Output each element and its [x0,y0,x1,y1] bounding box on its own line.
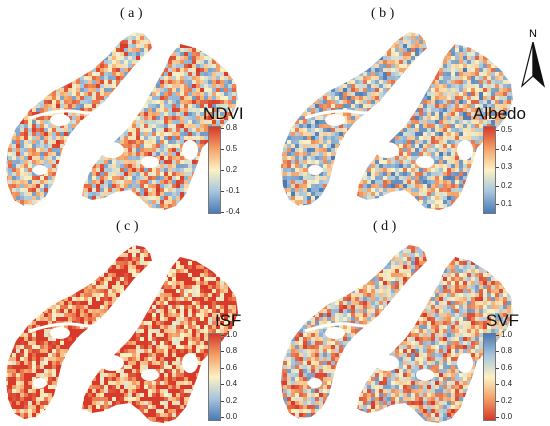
map-svf [281,245,513,423]
legend-tick-label: 0.5 [501,125,513,134]
lake-shape [141,156,159,168]
legend-tick-label: 0.0 [226,412,238,421]
legend-tick-label: 0.8 [226,123,238,132]
legend-tick-label: 0.6 [501,362,513,372]
legend-tick-label: 1.0 [226,330,238,339]
lake-shape [416,156,434,168]
lake-shape [375,355,399,371]
north-arrow-icon [520,42,546,88]
river-line [304,102,396,120]
legend-tick-label: -0.4 [226,207,240,216]
river-line [29,102,121,120]
legend-title-svf: SVF [486,311,520,330]
legend-tick-mark [496,167,499,168]
lake-shape [325,327,345,339]
river-line [304,315,396,333]
lake-shape [100,142,124,158]
legend-colorbar-isf [208,333,221,421]
legend-tick-mark [496,335,499,336]
panel-d: ( d ) SVF 1.0 0.8 0.6 0.4 0.2 0.0 [275,213,550,426]
panel-label-b: ( b ) [371,6,395,21]
legend-title-albedo: Albedo [473,104,526,123]
legend-tick-label: 0.2 [501,180,513,190]
legend-tick-label: 0.8 [226,346,238,356]
legend-tick-label: 0.0 [501,412,513,421]
legend-tick-mark [221,367,224,369]
lake-shape [375,142,399,158]
lake-shape [33,165,47,175]
north-arrow: N [520,28,546,88]
legend-tick-mark [221,212,224,213]
lake-shape [308,378,322,388]
panel-b: ( b ) Albedo 0.5 0.4 0.3 0.2 0.1 [275,0,550,214]
map-albedo [281,32,513,210]
legend-tick-mark [496,417,499,418]
legend-tick-label: 1.0 [501,330,513,339]
legend-tick-mark [496,148,499,150]
north-label: N [529,28,537,40]
panel-a: ( a ) NDVI 0.8 0.5 0.2 -0.1 -0.4 [0,0,275,216]
lake-shape [308,165,322,175]
legend-colorbar-ndvi [208,126,221,214]
legend-colorbar-albedo [483,126,496,214]
lake-shape [325,114,345,126]
legend-tick-label: 0.8 [501,346,513,356]
legend-tick-mark [496,130,499,131]
legend-tick-label: 0.3 [501,162,513,171]
legend-tick-label: 0.1 [501,199,513,208]
legend-tick-mark [221,191,224,192]
legend-tick-label: 0.4 [226,379,238,389]
map-ndvi [6,32,238,210]
legend-tick-mark [496,185,499,187]
lake-shape [457,353,473,373]
legend-tick-mark [496,204,499,205]
lake-shape [141,369,159,381]
legend-tick-label: 0.2 [226,395,238,405]
legend-tick-label: 0.4 [501,143,513,153]
legend-tick-mark [221,170,224,171]
lake-shape [182,140,198,160]
legend-tick-label: 0.6 [226,362,238,372]
legend-tick-mark [496,400,499,402]
legend-title-ndvi: NDVI [203,104,244,123]
lake-shape [100,355,124,371]
legend-tick-mark [221,335,224,336]
legend-tick-label: 0.5 [226,144,238,153]
lake-shape [182,353,198,373]
panel-label-d: ( d ) [373,219,397,234]
lake-shape [416,369,434,381]
legend-colorbar-svf [483,333,496,421]
legend-tick-mark [221,417,224,418]
legend-tick-mark [221,128,224,129]
panel-label-a: ( a ) [120,6,143,21]
legend-tick-mark [221,400,224,402]
legend-tick-mark [221,351,224,353]
legend-tick-mark [496,384,499,386]
lake-shape [50,114,70,126]
lake-shape [457,140,473,160]
river-line [29,315,121,333]
legend-tick-label: -0.1 [226,186,240,195]
legend-tick-label: 0.2 [501,395,513,405]
legend-tick-mark [496,367,499,369]
legend-title-isf: ISF [215,311,242,330]
legend-tick-label: 0.4 [501,379,513,389]
legend-tick-mark [221,384,224,386]
panel-label-c: ( c ) [116,219,139,234]
panel-c: ( c ) ISF 1.0 0.8 0.6 0.4 0.2 0.0 [0,213,275,426]
legend-tick-label: 0.2 [226,165,238,174]
lake-shape [50,327,70,339]
legend-tick-mark [496,351,499,353]
lake-shape [33,378,47,388]
legend-tick-mark [221,149,224,150]
